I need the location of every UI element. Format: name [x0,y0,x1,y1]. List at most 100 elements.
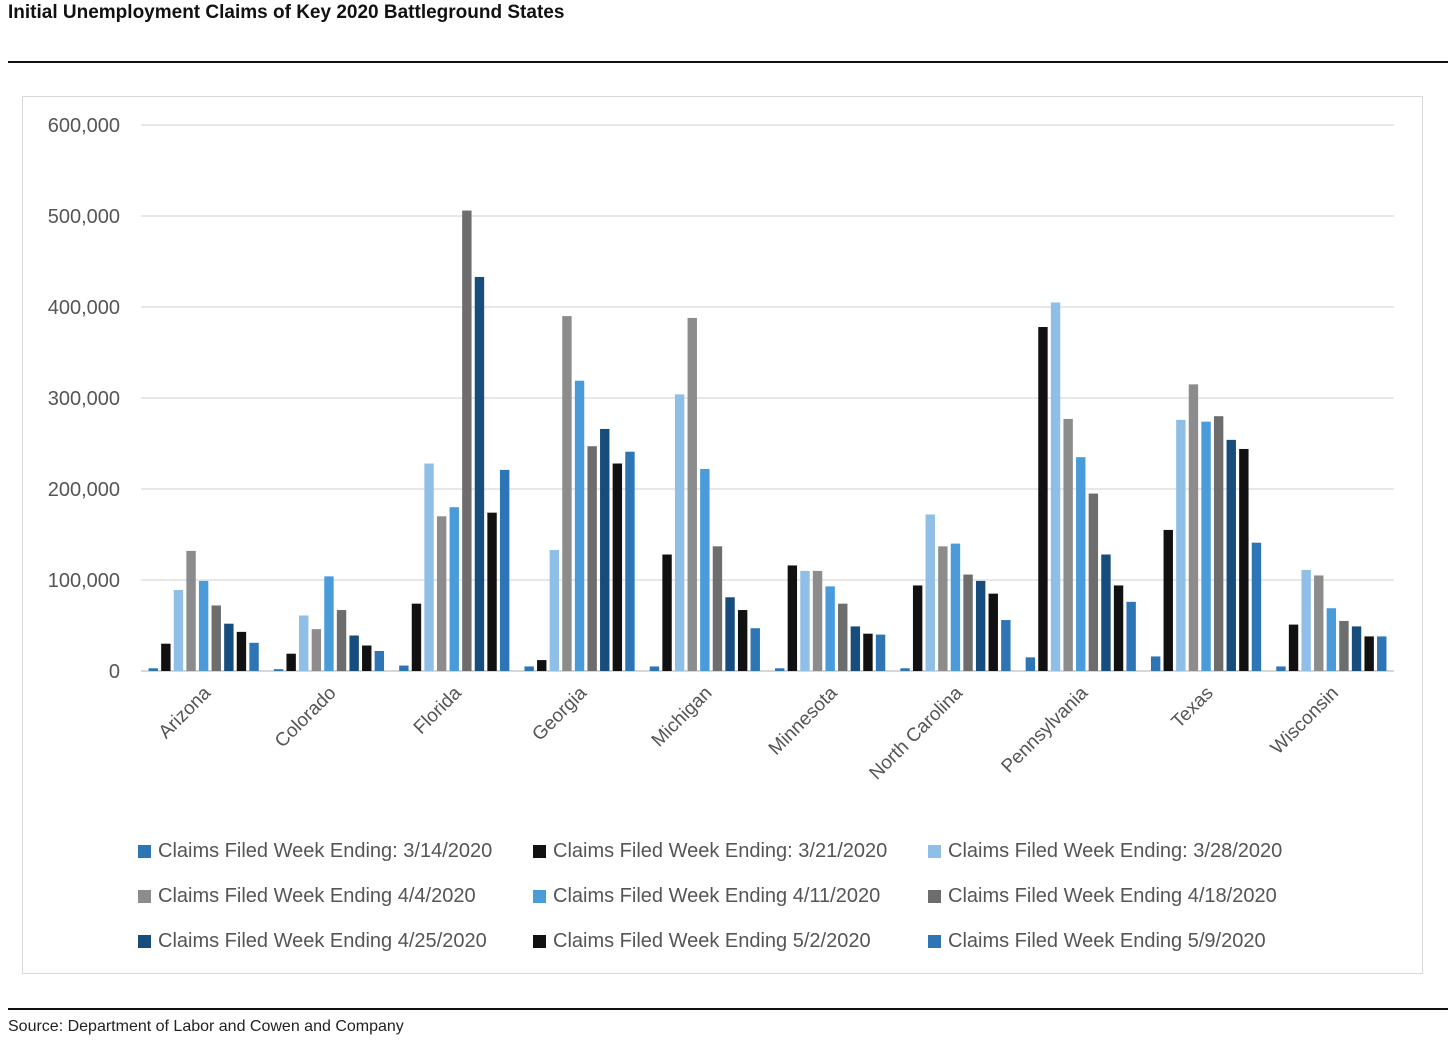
x-tick-label: Arizona [155,682,216,743]
legend-swatch [138,844,151,858]
bar [186,550,196,671]
bar [612,463,623,671]
y-tick-label: 100,000 [48,570,120,592]
bar [950,543,961,671]
bar [537,660,547,671]
bar [1038,327,1048,671]
x-axis: Arizona Colorado Florida Georgia Michigan Min… [155,682,1343,784]
bar [1239,448,1249,671]
bar [161,643,171,671]
bar [625,451,635,671]
bar [1025,657,1036,671]
bar [1113,585,1124,671]
bar [574,380,585,671]
legend-item: Claims Filed Week Ending 4/11/2020 [533,882,880,910]
bar [562,316,572,671]
bar [499,469,510,671]
bar [449,507,459,671]
legend-swatch [138,889,151,903]
bar [838,603,848,671]
bar [1188,384,1199,671]
bar [737,610,748,671]
bar [1364,636,1374,671]
bar [1050,302,1061,671]
bar [1163,529,1173,671]
legend-label: Claims Filed Week Ending 5/9/2020 [948,929,1266,952]
bar [674,394,685,671]
y-axis: 0 100,000 200,000 300,000 400,000 500,000 600,… [48,115,120,683]
bar [198,580,209,671]
bar [1201,421,1211,671]
legend-swatch [533,934,546,948]
bar [1076,457,1086,671]
bar [487,512,497,671]
bar [963,574,973,671]
bar [362,645,372,671]
title-divider [8,61,1448,63]
x-tick-label: Colorado [271,683,340,752]
bar [1351,626,1362,671]
bar [474,276,485,671]
bar [912,585,923,671]
bar [1001,620,1011,671]
bar [800,570,810,671]
bar [787,565,798,671]
legend-item: Claims Filed Week Ending 5/9/2020 [928,927,1266,955]
footer-divider [8,1008,1448,1010]
bar [1301,569,1311,671]
bar [374,650,385,671]
source-note: Source: Department of Labor and Cowen an… [8,1018,404,1035]
bar [173,590,184,671]
legend-label: Claims Filed Week Ending: 3/14/2020 [158,839,493,862]
legend-label: Claims Filed Week Ending: 3/28/2020 [948,839,1283,862]
bar [324,576,334,671]
bar [938,546,948,671]
bar [148,668,158,671]
legend-item: Claims Filed Week Ending 4/25/2020 [138,927,487,955]
legend-swatch [928,934,941,948]
bar [1314,575,1324,671]
y-tick-label: 600,000 [48,115,120,137]
bar [424,463,434,671]
bar [900,668,910,671]
bar [286,653,296,671]
legend-item: Claims Filed Week Ending 4/4/2020 [138,882,476,910]
bar [549,549,560,671]
bar [1088,493,1099,671]
bar [875,634,886,671]
bar [436,516,447,671]
y-tick-label: 200,000 [48,479,120,501]
y-tick-label: 300,000 [48,388,120,410]
bar [399,665,409,671]
bar [211,605,221,671]
y-tick-label: 400,000 [48,297,120,319]
y-tick-label: 0 [109,661,120,683]
x-tick-label: Georgia [528,682,591,745]
bar [687,317,697,671]
bar [1126,601,1136,671]
bar [236,631,247,671]
legend-swatch [928,844,941,858]
legend-swatch [533,889,546,903]
bar [725,597,735,671]
legend-label: Claims Filed Week Ending: 3/21/2020 [553,839,888,862]
bar [662,554,672,671]
legend-item: Claims Filed Week Ending 4/18/2020 [928,882,1277,910]
bar [311,629,322,671]
legend-item: Claims Filed Week Ending: 3/21/2020 [533,837,887,865]
bar [1326,608,1337,671]
bar [600,428,610,671]
bar [587,446,597,671]
bar [850,626,861,671]
bar [812,570,823,671]
x-tick-label: Wisconsin [1267,683,1343,759]
bar [1176,419,1186,671]
bar [249,642,259,671]
legend-swatch [928,889,941,903]
bar [224,623,234,671]
bar [462,210,472,672]
bar [336,610,347,671]
legend-item: Claims Filed Week Ending: 3/14/2020 [138,837,492,865]
bar [1213,416,1224,671]
